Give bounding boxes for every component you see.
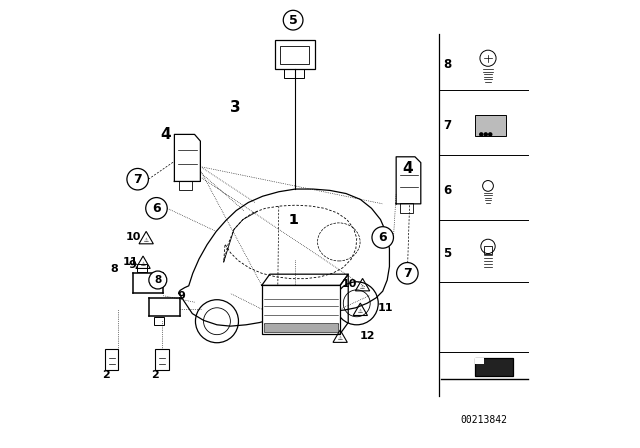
- Text: 6: 6: [443, 184, 451, 197]
- Text: 2: 2: [151, 370, 159, 380]
- Text: ⚠: ⚠: [141, 263, 145, 267]
- Circle shape: [488, 132, 493, 137]
- Text: 8: 8: [443, 58, 451, 72]
- Text: 7: 7: [403, 267, 412, 280]
- FancyBboxPatch shape: [475, 358, 484, 364]
- Circle shape: [372, 227, 394, 248]
- Circle shape: [146, 198, 167, 219]
- Text: 12: 12: [359, 331, 375, 341]
- Text: 1: 1: [288, 212, 298, 227]
- Text: 3: 3: [230, 100, 240, 115]
- Text: 1: 1: [288, 212, 298, 227]
- Text: ⚠: ⚠: [144, 238, 148, 243]
- Text: 11: 11: [377, 303, 393, 313]
- Text: 9: 9: [177, 291, 185, 301]
- FancyBboxPatch shape: [262, 285, 340, 334]
- Text: 6: 6: [152, 202, 161, 215]
- Circle shape: [284, 10, 303, 30]
- Text: 00213842: 00213842: [460, 415, 507, 425]
- Circle shape: [479, 132, 484, 137]
- Text: 10: 10: [341, 280, 357, 289]
- Circle shape: [484, 132, 488, 137]
- Text: 6: 6: [378, 231, 387, 244]
- Text: ⚠: ⚠: [358, 310, 363, 314]
- Text: ⚠: ⚠: [360, 285, 365, 290]
- Text: 2: 2: [102, 370, 110, 380]
- Text: ⚠: ⚠: [338, 336, 342, 341]
- Text: 7: 7: [133, 172, 142, 186]
- Text: 4: 4: [160, 127, 171, 142]
- Text: 8: 8: [154, 275, 162, 285]
- Text: 8: 8: [154, 275, 161, 285]
- Text: 10: 10: [126, 233, 141, 242]
- Text: 9: 9: [129, 260, 137, 270]
- Circle shape: [127, 168, 148, 190]
- FancyBboxPatch shape: [476, 115, 506, 136]
- Circle shape: [149, 271, 167, 289]
- Text: 4: 4: [402, 160, 413, 176]
- Text: 11: 11: [123, 257, 138, 267]
- FancyBboxPatch shape: [475, 358, 513, 376]
- Text: 5: 5: [289, 13, 298, 27]
- Text: 8: 8: [110, 264, 118, 274]
- Text: 7: 7: [443, 119, 451, 132]
- Circle shape: [397, 263, 418, 284]
- FancyBboxPatch shape: [264, 323, 338, 332]
- Text: 5: 5: [443, 246, 451, 260]
